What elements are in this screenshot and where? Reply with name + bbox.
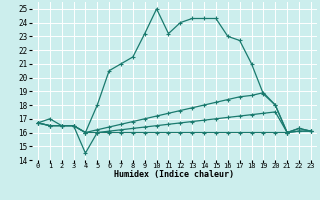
X-axis label: Humidex (Indice chaleur): Humidex (Indice chaleur) [115, 170, 234, 179]
